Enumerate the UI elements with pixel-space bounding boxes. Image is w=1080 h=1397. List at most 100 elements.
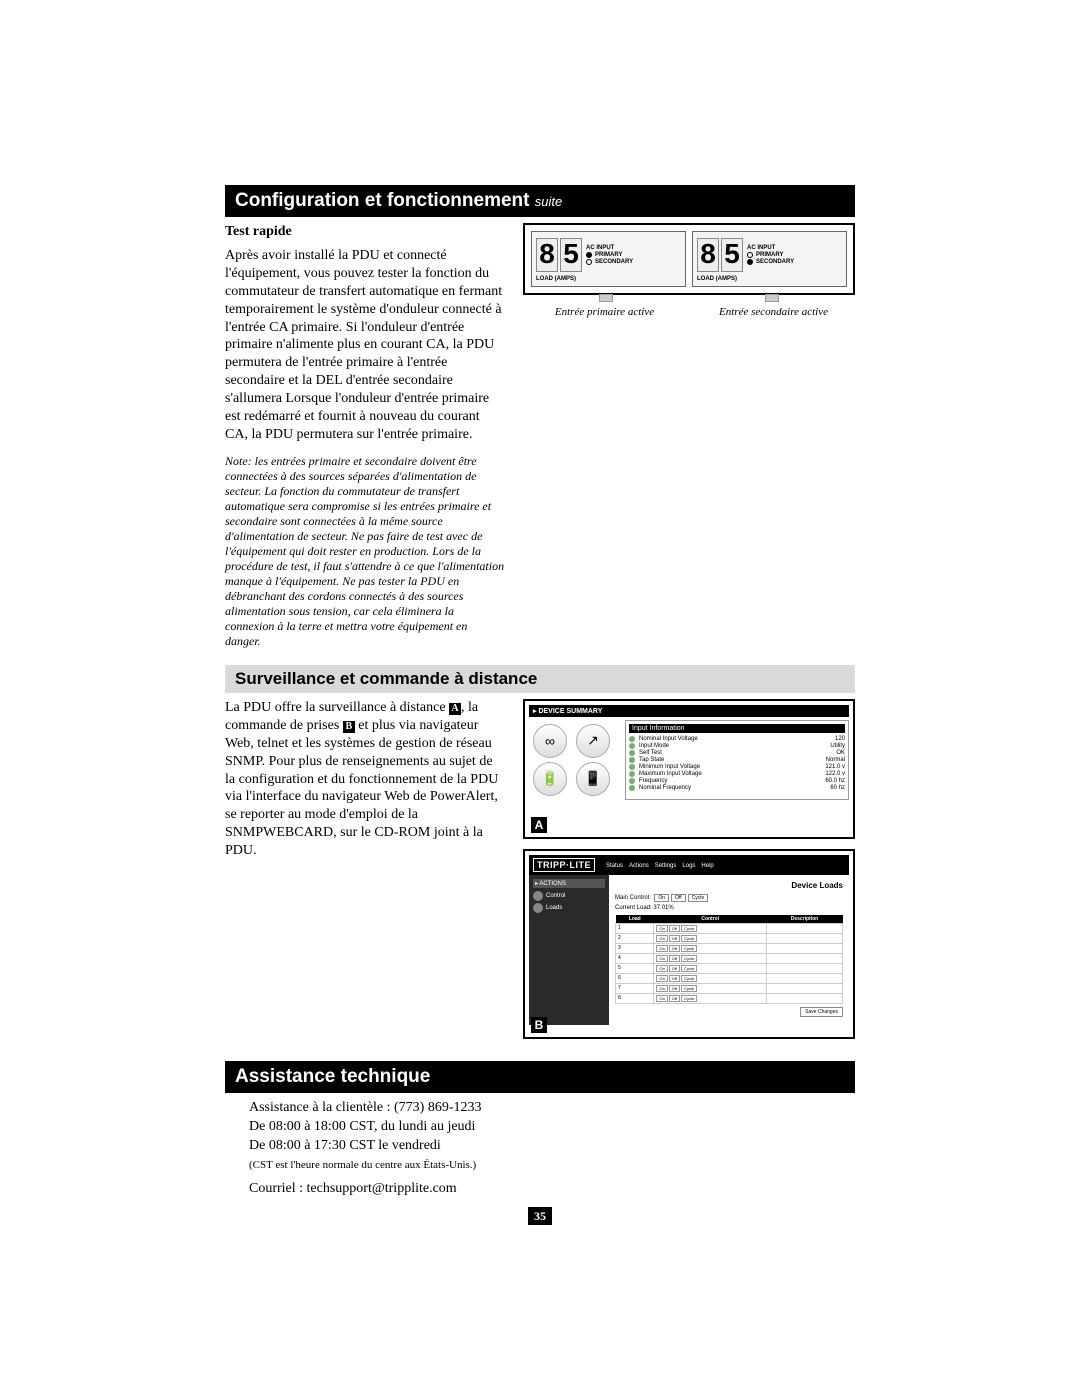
assist-hours-1: De 08:00 à 18:00 CST, du lundi au jeudi <box>249 1118 855 1137</box>
ac-input-label-r: AC INPUT <box>747 245 775 251</box>
nav-item[interactable]: Help <box>701 863 713 869</box>
load-button[interactable]: Off <box>669 985 680 992</box>
table-row: 4OnOffCycle <box>616 953 843 963</box>
secondary-label-r: SECONDARY <box>756 259 794 265</box>
webui-b-nav: Status Actions Settings Logs Help <box>603 860 717 869</box>
marker-a-inline: A <box>449 703 461 715</box>
led-panel-secondary: 85 AC INPUT PRIMARY SECONDARY LOAD (AMPS… <box>692 231 847 287</box>
load-button[interactable]: Cycle <box>681 995 697 1002</box>
load-button[interactable]: Off <box>669 935 680 942</box>
seg7-left: 85 <box>536 238 582 272</box>
current-load-value: 37.01% <box>653 905 673 911</box>
load-button[interactable]: On <box>656 995 667 1002</box>
info-row: Frequency60.0 hz <box>629 778 845 784</box>
summary-icon[interactable]: 📱 <box>576 762 610 796</box>
load-button[interactable]: On <box>656 975 667 982</box>
test-note: Note: les entrées primaire et secondaire… <box>225 454 505 649</box>
load-button[interactable]: Cycle <box>681 935 697 942</box>
summary-icon[interactable]: 🔋 <box>533 762 567 796</box>
config-banner: Configuration et fonctionnement suite <box>225 185 855 217</box>
current-load-label: Current Load: <box>615 905 652 911</box>
secondary-led-on <box>747 259 753 265</box>
test-body: Après avoir installé la PDU et connecté … <box>225 247 505 444</box>
load-button[interactable]: Cycle <box>681 965 697 972</box>
load-button[interactable]: Off <box>669 945 680 952</box>
caption-secondary: Entrée secondaire active <box>692 306 855 318</box>
sidebar-item[interactable]: Control <box>533 891 605 901</box>
load-button[interactable]: On <box>656 945 667 952</box>
main-control-button[interactable]: On <box>654 894 669 902</box>
assistance-banner: Assistance technique <box>225 1061 855 1093</box>
info-row: Maximum Input Voltage122.0 v <box>629 771 845 777</box>
info-row: Nominal Input Voltage120 <box>629 736 845 742</box>
summary-icon[interactable]: ∞ <box>533 724 567 758</box>
load-button[interactable]: On <box>656 925 667 932</box>
load-button[interactable]: Cycle <box>681 925 697 932</box>
info-row: Tap StateNormal <box>629 757 845 763</box>
nav-item[interactable]: Actions <box>629 863 649 869</box>
load-button[interactable]: Off <box>669 965 680 972</box>
assist-email: Courriel : techsupport@tripplite.com <box>249 1180 855 1199</box>
webui-a-info-h: Input Information <box>629 724 845 733</box>
loads-table: LoadControlDescription1OnOffCycle 2OnOff… <box>615 915 843 1004</box>
load-button[interactable]: On <box>656 955 667 962</box>
surv-pre: La PDU offre la surveillance à distance <box>225 700 449 715</box>
load-button[interactable]: Off <box>669 925 680 932</box>
table-row: 8OnOffCycle <box>616 993 843 1003</box>
table-header: Load <box>616 915 654 924</box>
table-row: 6OnOffCycle <box>616 973 843 983</box>
load-button[interactable]: Off <box>669 975 680 982</box>
main-control-label: Main Control: <box>615 895 651 901</box>
load-button[interactable]: Cycle <box>681 985 697 992</box>
surveillance-banner: Surveillance et commande à distance <box>225 665 855 693</box>
secondary-label: SECONDARY <box>595 259 633 265</box>
table-header: Control <box>654 915 766 924</box>
nav-item[interactable]: Settings <box>655 863 677 869</box>
led-panel-primary: 85 AC INPUT PRIMARY SECONDARY LOAD (AMPS… <box>531 231 686 287</box>
marker-b-inline: B <box>343 721 355 733</box>
primary-led-off <box>747 252 753 258</box>
load-button[interactable]: On <box>656 985 667 992</box>
primary-led-on <box>586 252 592 258</box>
load-button[interactable]: Cycle <box>681 945 697 952</box>
table-row: 3OnOffCycle <box>616 943 843 953</box>
webui-a-header: ▸ DEVICE SUMMARY <box>529 705 849 717</box>
load-button[interactable]: On <box>656 935 667 942</box>
info-row: Nominal Frequency60 hz <box>629 785 845 791</box>
main-control-button[interactable]: Off <box>671 894 686 902</box>
table-row: 7OnOffCycle <box>616 983 843 993</box>
assist-hours-2: De 08:00 à 17:30 CST le vendredi <box>249 1137 855 1156</box>
load-button[interactable]: Off <box>669 995 680 1002</box>
figure-label-b: B <box>531 1017 547 1033</box>
table-header: Description <box>766 915 842 924</box>
config-suite: suite <box>535 194 562 209</box>
webui-b-title: Device Loads <box>615 881 843 890</box>
summary-icon[interactable]: ↗ <box>576 724 610 758</box>
save-changes-button[interactable]: Save Changes <box>800 1007 843 1017</box>
table-row: 5OnOffCycle <box>616 963 843 973</box>
webui-b-side-head: ▸ ACTIONS <box>533 879 605 888</box>
page-number: 35 <box>528 1207 552 1225</box>
info-row: Self TestOK <box>629 750 845 756</box>
info-row: Input ModeUtility <box>629 743 845 749</box>
load-button[interactable]: Off <box>669 955 680 962</box>
load-button[interactable]: Cycle <box>681 955 697 962</box>
info-row: Minimum Input Voltage121.0 v <box>629 764 845 770</box>
nav-item[interactable]: Status <box>606 863 623 869</box>
surv-post: et plus via navigateur Web, telnet et le… <box>225 718 498 858</box>
load-button[interactable]: Cycle <box>681 975 697 982</box>
primary-label-r: PRIMARY <box>756 252 783 258</box>
table-row: 2OnOffCycle <box>616 933 843 943</box>
figure-label-a: A <box>531 817 547 833</box>
main-control-button[interactable]: Cycle <box>688 894 709 902</box>
assist-fine: (CST est l'heure normale du centre aux É… <box>249 1158 855 1173</box>
secondary-led-off <box>586 259 592 265</box>
sidebar-item[interactable]: Loads <box>533 903 605 913</box>
caption-primary: Entrée primaire active <box>523 306 686 318</box>
load-label-r: LOAD (AMPS) <box>697 276 842 282</box>
load-button[interactable]: On <box>656 965 667 972</box>
nav-item[interactable]: Logs <box>682 863 695 869</box>
seg7-right: 85 <box>697 238 743 272</box>
test-rapide-text: Test rapide Après avoir installé la PDU … <box>225 223 505 655</box>
led-figure: 85 AC INPUT PRIMARY SECONDARY LOAD (AMPS… <box>523 223 855 655</box>
